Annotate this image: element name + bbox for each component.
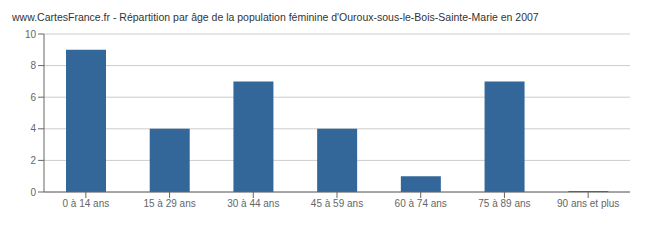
svg-text:10: 10 [25, 29, 37, 40]
svg-text:45 à 59 ans: 45 à 59 ans [311, 198, 363, 209]
svg-text:4: 4 [30, 123, 36, 134]
svg-text:0 à 14 ans: 0 à 14 ans [62, 198, 109, 209]
svg-text:90 ans et plus: 90 ans et plus [557, 198, 619, 209]
html-text:www.CartesFrance.fr - Répartit: www.CartesFrance.fr - Répartition par âg… [12, 11, 539, 23]
svg-text:30 à 44 ans: 30 à 44 ans [227, 198, 279, 209]
svg-text:15 à 29 ans: 15 à 29 ans [143, 198, 195, 209]
svg-text:0: 0 [30, 187, 36, 198]
svg-text:60 à 74 ans: 60 à 74 ans [395, 198, 447, 209]
svg-text:75 à 89 ans: 75 à 89 ans [478, 198, 530, 209]
svg-text:6: 6 [30, 92, 36, 103]
svg-text:2: 2 [30, 155, 36, 166]
svg-text:8: 8 [30, 60, 36, 71]
